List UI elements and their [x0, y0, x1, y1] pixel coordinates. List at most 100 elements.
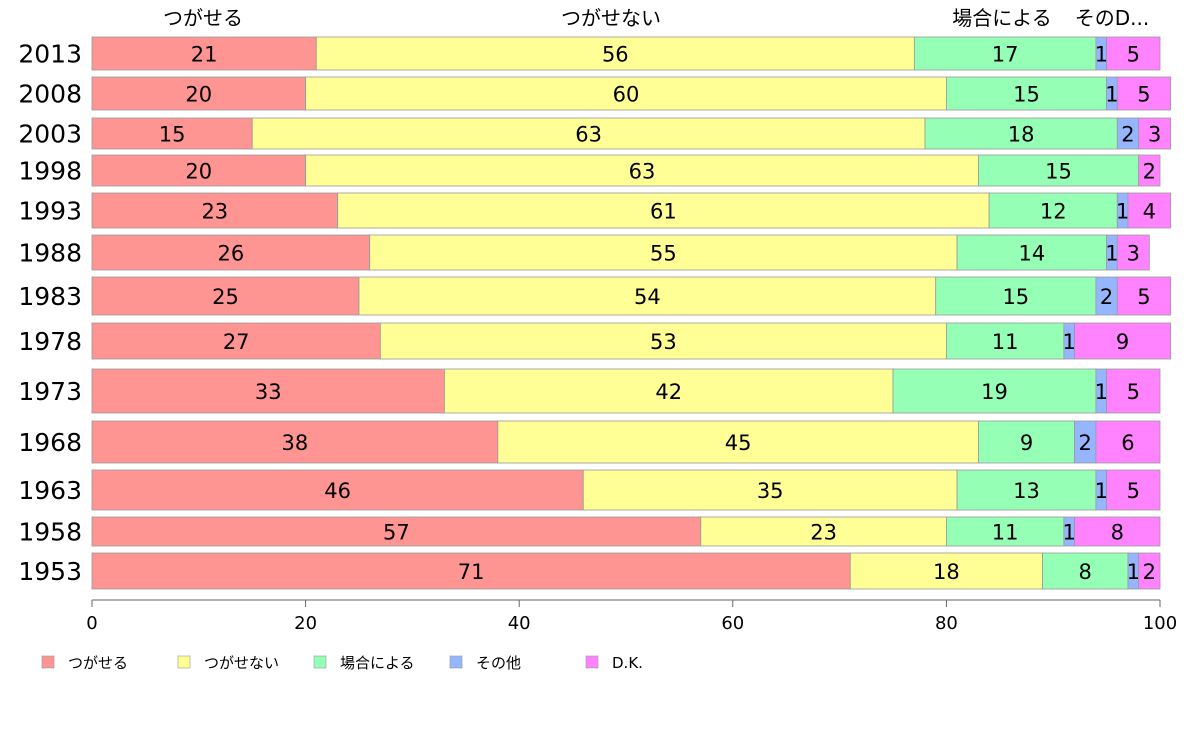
data-label: 53	[650, 330, 677, 354]
bar-segment	[849, 552, 1043, 590]
y-tick-label: 1953	[18, 557, 82, 586]
bar-segment	[91, 117, 253, 150]
data-label: 33	[255, 380, 282, 404]
data-label: 8	[1111, 521, 1124, 545]
top-label: 場合による	[952, 6, 1051, 30]
bar-segment	[305, 76, 947, 111]
legend-label: D.K.	[612, 654, 643, 672]
y-tick-label: 1993	[18, 197, 82, 226]
data-label: 61	[650, 200, 677, 224]
bar-segment	[892, 368, 1097, 414]
x-tick-label: 20	[294, 613, 317, 634]
bar-segment	[91, 322, 381, 360]
data-label: 15	[1013, 83, 1040, 107]
legend-label: 場合による	[340, 654, 415, 672]
data-label: 1	[1105, 83, 1118, 107]
data-label: 1	[1127, 560, 1140, 584]
legend-swatch	[177, 655, 191, 669]
data-label: 15	[1002, 285, 1029, 309]
data-label: 3	[1148, 123, 1161, 147]
data-label: 5	[1127, 479, 1140, 503]
bar-segment	[1106, 469, 1161, 511]
y-tick-label: 1968	[18, 428, 82, 457]
y-tick-label: 2008	[18, 80, 82, 109]
bar-segment	[91, 36, 317, 71]
data-label: 63	[575, 123, 602, 147]
bar-segment	[379, 322, 947, 360]
bar-segment	[1106, 368, 1161, 414]
data-label: 9	[1116, 330, 1129, 354]
bar-segment	[1127, 192, 1172, 229]
data-label: 1	[1095, 479, 1108, 503]
data-label: 11	[992, 521, 1019, 545]
bar-segment	[946, 76, 1108, 111]
x-tick-label: 100	[1143, 613, 1177, 634]
data-label: 63	[629, 160, 656, 184]
y-tick-label: 1983	[18, 282, 82, 311]
x-tick-label: 0	[86, 613, 97, 634]
data-label: 2	[1100, 285, 1113, 309]
bar-segment	[305, 154, 979, 187]
legend-swatch	[585, 655, 599, 669]
legend-swatch	[313, 655, 327, 669]
bar-segment	[369, 234, 958, 271]
y-tick-label: 1963	[18, 476, 82, 505]
x-tick-label: 40	[508, 613, 531, 634]
legend-label: その他	[476, 654, 521, 672]
data-label: 2	[1143, 160, 1156, 184]
legend-label: つがせない	[204, 654, 279, 672]
data-label: 12	[1040, 200, 1067, 224]
data-label: 45	[725, 431, 752, 455]
data-label: 54	[634, 285, 661, 309]
bar-segment	[1074, 516, 1161, 547]
data-label: 60	[613, 83, 640, 107]
bar-segment	[1095, 420, 1161, 464]
bar-segment	[582, 469, 958, 511]
legend-swatch	[41, 655, 55, 669]
bar-segment	[1074, 322, 1172, 360]
bar-segment	[935, 276, 1097, 316]
data-label: 35	[757, 479, 784, 503]
data-label: 23	[201, 200, 228, 224]
data-label: 21	[191, 43, 218, 67]
bar-segment	[1116, 276, 1172, 316]
y-tick-label: 1958	[18, 518, 82, 547]
data-label: 6	[1121, 431, 1134, 455]
data-label: 55	[650, 242, 677, 266]
y-tick-label: 2013	[18, 40, 82, 69]
data-label: 20	[185, 83, 212, 107]
data-label: 42	[655, 380, 682, 404]
bar-segment	[91, 154, 307, 187]
data-label: 46	[324, 479, 351, 503]
x-tick-label: 60	[721, 613, 744, 634]
bar-segment	[358, 276, 937, 316]
data-label: 18	[1008, 123, 1035, 147]
data-label: 1	[1063, 521, 1076, 545]
top-labels: つがせる つがせない 場合による そのD...	[163, 6, 1149, 30]
bar-segment	[1138, 154, 1161, 187]
data-label: 1	[1095, 380, 1108, 404]
data-label: 1	[1105, 242, 1118, 266]
bar-segment	[497, 420, 979, 464]
data-label: 20	[185, 160, 212, 184]
data-label: 71	[458, 560, 485, 584]
data-label: 2	[1079, 431, 1092, 455]
data-label: 4	[1143, 200, 1156, 224]
data-label: 9	[1020, 431, 1033, 455]
data-label: 8	[1079, 560, 1092, 584]
y-tick-label: 1973	[18, 377, 82, 406]
data-label: 26	[217, 242, 244, 266]
data-label: 5	[1127, 380, 1140, 404]
data-label: 38	[282, 431, 309, 455]
data-label: 2	[1143, 560, 1156, 584]
data-label: 15	[159, 123, 186, 147]
data-label: 19	[981, 380, 1008, 404]
data-label: 3	[1127, 242, 1140, 266]
data-label: 5	[1137, 285, 1150, 309]
y-tick-label: 1978	[18, 327, 82, 356]
bar-segment	[924, 117, 1118, 150]
bar-segment	[956, 469, 1097, 511]
data-label: 2	[1121, 123, 1134, 147]
bar-segment	[913, 36, 1097, 71]
